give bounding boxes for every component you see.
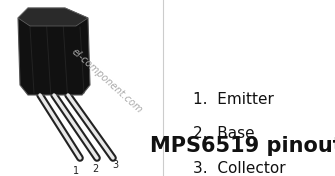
Text: 2.  Base: 2. Base bbox=[193, 126, 254, 141]
Polygon shape bbox=[18, 8, 88, 26]
Text: 1.  Emitter: 1. Emitter bbox=[193, 92, 273, 107]
Text: el-component.com: el-component.com bbox=[70, 47, 144, 115]
Text: 2: 2 bbox=[92, 164, 98, 174]
Text: 3.  Collector: 3. Collector bbox=[193, 161, 285, 176]
Text: 3: 3 bbox=[112, 160, 118, 170]
Polygon shape bbox=[18, 8, 90, 95]
Text: 1: 1 bbox=[73, 166, 79, 176]
Text: MPS6519 pinout: MPS6519 pinout bbox=[150, 136, 335, 156]
